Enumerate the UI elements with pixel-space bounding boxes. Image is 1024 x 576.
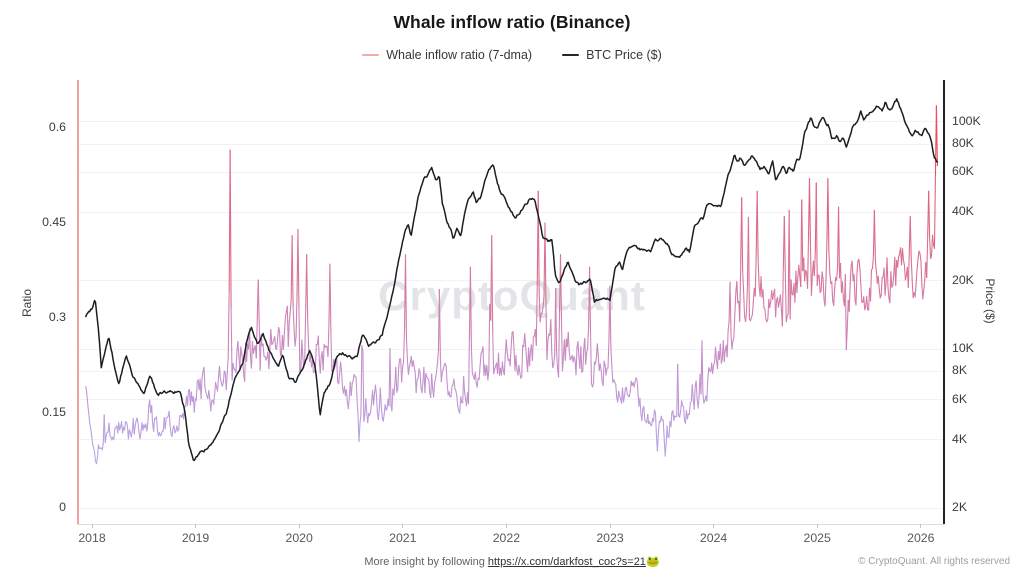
footer-link[interactable]: https://x.com/darkfost_coc?s=21: [487, 556, 646, 568]
footer-note: More insight by following https://x.com/…: [0, 555, 1024, 568]
footer-text: More insight by following: [364, 556, 488, 568]
frog-emoji: 🐸: [645, 556, 660, 568]
copyright-notice: © CryptoQuant. All rights reserved: [858, 556, 1010, 567]
